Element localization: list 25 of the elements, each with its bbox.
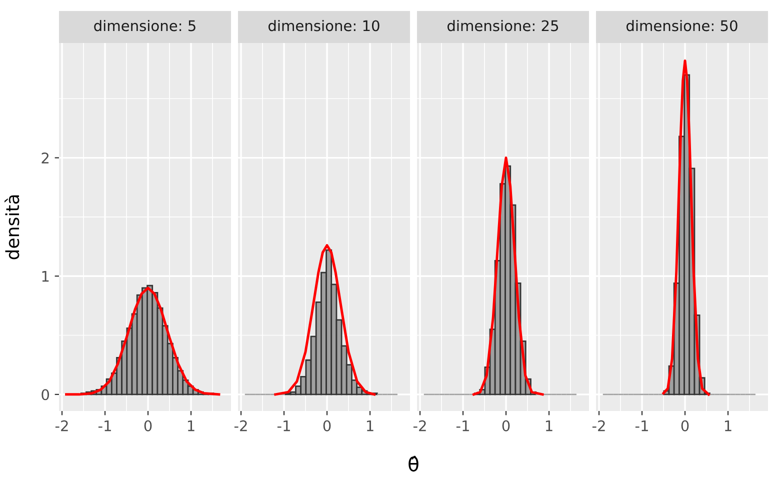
chart-title: dimensione: 50: [626, 20, 738, 32]
y-tick-label: 2: [42, 152, 49, 164]
chart-title: dimensione: 25: [447, 20, 558, 32]
x-tick-label: 1: [724, 420, 732, 432]
x-tick-label: 0: [681, 420, 689, 432]
x-axis-title: θ̂: [408, 456, 418, 472]
x-tick-label: -2: [234, 420, 247, 432]
x-tick-label: -1: [635, 420, 648, 432]
x-tick-label: -2: [592, 420, 605, 432]
chart-title: dimensione: 5: [94, 20, 196, 32]
x-tick-label: 1: [366, 420, 374, 432]
x-tick-label: -2: [413, 420, 426, 432]
x-tick-label: -1: [456, 420, 469, 432]
x-tick-label: 0: [323, 420, 331, 432]
chart-title: dimensione: 10: [268, 20, 380, 32]
y-tick-label: 0: [42, 389, 50, 400]
x-tick-label: -1: [98, 420, 111, 432]
y-axis-title: densità: [4, 195, 20, 260]
x-tick-label: -2: [55, 420, 68, 432]
x-tick-label: 1: [546, 420, 552, 432]
y-tick-label: 1: [42, 271, 49, 282]
x-tick-label: -1: [277, 420, 290, 432]
x-tick-label: 0: [502, 420, 510, 432]
x-tick-label: 0: [144, 420, 152, 432]
x-tick-label: 1: [188, 420, 194, 432]
